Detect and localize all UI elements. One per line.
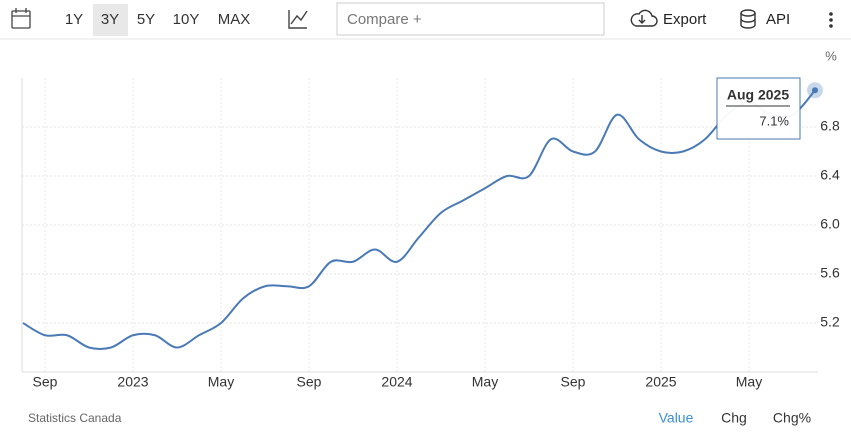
api-button[interactable]: API (766, 11, 790, 28)
calendar-icon[interactable] (11, 8, 31, 29)
y-unit: % (825, 48, 837, 63)
x-tick-label: May (736, 374, 762, 390)
x-tick-label: 2024 (381, 374, 412, 390)
range-button[interactable]: 10Y (173, 11, 200, 28)
x-tick-label: May (472, 374, 498, 390)
range-button[interactable]: 5Y (137, 11, 155, 28)
y-tick-label: 5.6 (820, 265, 840, 281)
range-button[interactable]: MAX (218, 11, 251, 28)
export-icon[interactable] (630, 9, 658, 27)
mode-button[interactable]: Chg% (773, 410, 811, 426)
menu-icon[interactable] (829, 12, 833, 28)
range-button[interactable]: 1Y (65, 11, 83, 28)
x-tick-label: Sep (33, 374, 58, 390)
range-button[interactable]: 3Y (101, 11, 119, 28)
y-tick-label: 6.4 (820, 167, 840, 183)
x-tick-label: 2025 (645, 374, 676, 390)
line-icon[interactable] (288, 10, 308, 29)
source: Statistics Canada (28, 411, 122, 425)
active-range-bg (93, 4, 128, 36)
x-tick-label: May (208, 374, 234, 390)
y-tick-label: 5.2 (820, 314, 840, 330)
line-series (22, 89, 816, 351)
y-tick-label: 6.8 (820, 118, 840, 134)
compare-box[interactable] (336, 2, 605, 36)
x-tick-label: Sep (297, 374, 322, 390)
compare-input[interactable]: Compare + (347, 11, 422, 28)
tooltip (716, 77, 801, 140)
tooltip-title: Aug 2025 (727, 87, 789, 103)
x-tick-label: 2023 (117, 374, 148, 390)
hover-point (812, 87, 818, 94)
mode-button[interactable]: Value (659, 410, 694, 426)
export-button[interactable]: Export (663, 11, 707, 28)
api-icon[interactable] (740, 9, 756, 29)
tooltip-value: 7.1% (759, 113, 789, 128)
x-tick-label: Sep (561, 374, 586, 390)
y-tick-label: 6.0 (820, 216, 840, 232)
mode-button[interactable]: Chg (721, 410, 747, 426)
